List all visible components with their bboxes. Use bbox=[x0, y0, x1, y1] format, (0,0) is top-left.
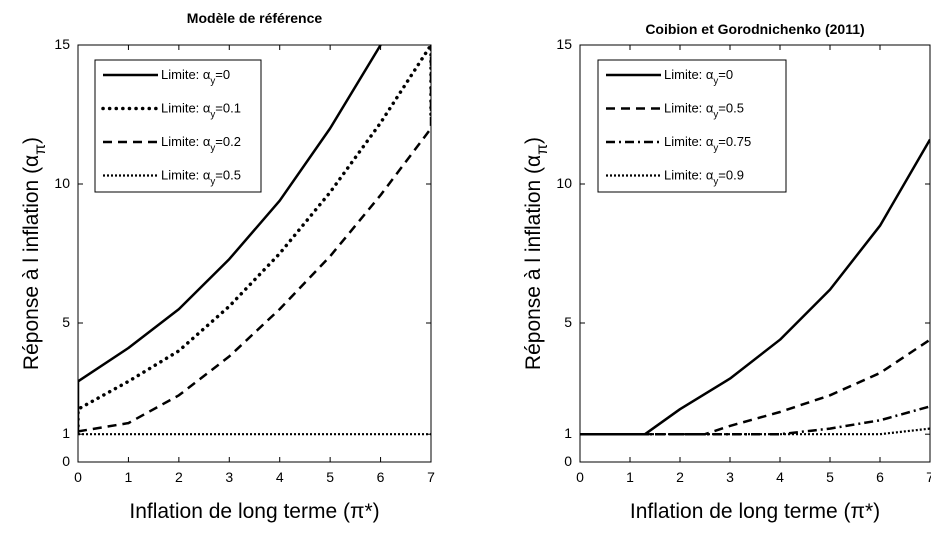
series-line bbox=[78, 45, 382, 435]
x-tick-label: 4 bbox=[776, 469, 784, 485]
legend-label: Limite: αy=0.2 bbox=[161, 134, 241, 154]
x-tick-label: 3 bbox=[726, 469, 734, 485]
y-tick-label: 10 bbox=[556, 175, 572, 191]
axes-box bbox=[77, 44, 432, 463]
y-tick-label: 10 bbox=[54, 175, 70, 191]
y-tick-label: 0 bbox=[62, 453, 70, 469]
x-tick-label: 2 bbox=[676, 469, 684, 485]
x-tick-label: 1 bbox=[125, 469, 133, 485]
legend-box bbox=[94, 59, 262, 193]
legend-label: Limite: αy=0.1 bbox=[161, 101, 241, 121]
y-tick-label: 1 bbox=[564, 425, 572, 441]
legend-label: Limite: αy=0.75 bbox=[664, 134, 751, 154]
series-line bbox=[580, 405, 930, 436]
x-tick-label: 6 bbox=[377, 469, 385, 485]
series-line bbox=[580, 138, 930, 436]
legend-label: Limite: αy=0.5 bbox=[664, 101, 744, 121]
x-tick-label: 7 bbox=[427, 469, 435, 485]
legend-label: Limite: αy=0.9 bbox=[664, 168, 744, 188]
x-tick-label: 4 bbox=[276, 469, 284, 485]
x-axis-label: Inflation de long terme (π*) bbox=[129, 500, 379, 523]
series-line bbox=[580, 427, 930, 436]
legend-box bbox=[597, 59, 787, 193]
y-tick-label: 0 bbox=[564, 453, 572, 469]
axes-box bbox=[579, 44, 931, 463]
x-tick-label: 2 bbox=[175, 469, 183, 485]
x-tick-label: 5 bbox=[826, 469, 834, 485]
x-tick-label: 0 bbox=[74, 469, 82, 485]
legend-label: Limite: αy=0 bbox=[664, 67, 733, 87]
x-tick-label: 7 bbox=[926, 469, 931, 485]
series-line bbox=[78, 45, 431, 428]
x-tick-label: 5 bbox=[326, 469, 334, 485]
x-tick-label: 1 bbox=[626, 469, 634, 485]
x-tick-label: 3 bbox=[225, 469, 233, 485]
x-tick-label: 6 bbox=[876, 469, 884, 485]
y-tick-label: 5 bbox=[564, 314, 572, 330]
y-axis-label: Réponse à l inflation (απ) bbox=[522, 137, 551, 370]
plot-area bbox=[580, 138, 930, 436]
chart-title: Coibion et Gorodnichenko (2011) bbox=[645, 21, 864, 37]
y-tick-label: 5 bbox=[62, 314, 70, 330]
series-line bbox=[78, 45, 431, 433]
x-tick-label: 0 bbox=[576, 469, 584, 485]
y-tick-label: 15 bbox=[556, 36, 572, 52]
subplot: Coibion et Gorodnichenko (2011) 0 1 2 3 4 5 6 7 0… bbox=[522, 21, 931, 523]
y-tick-label: 15 bbox=[54, 36, 70, 52]
legend-label: Limite: αy=0 bbox=[161, 67, 230, 87]
y-tick-label: 1 bbox=[62, 425, 70, 441]
chart-title: Modèle de référence bbox=[187, 10, 323, 26]
legend-label: Limite: αy=0.5 bbox=[161, 168, 241, 188]
x-axis-label: Inflation de long terme (π*) bbox=[630, 500, 880, 523]
plot-area bbox=[78, 45, 431, 436]
y-axis-label: Réponse à l inflation (απ) bbox=[20, 137, 49, 370]
